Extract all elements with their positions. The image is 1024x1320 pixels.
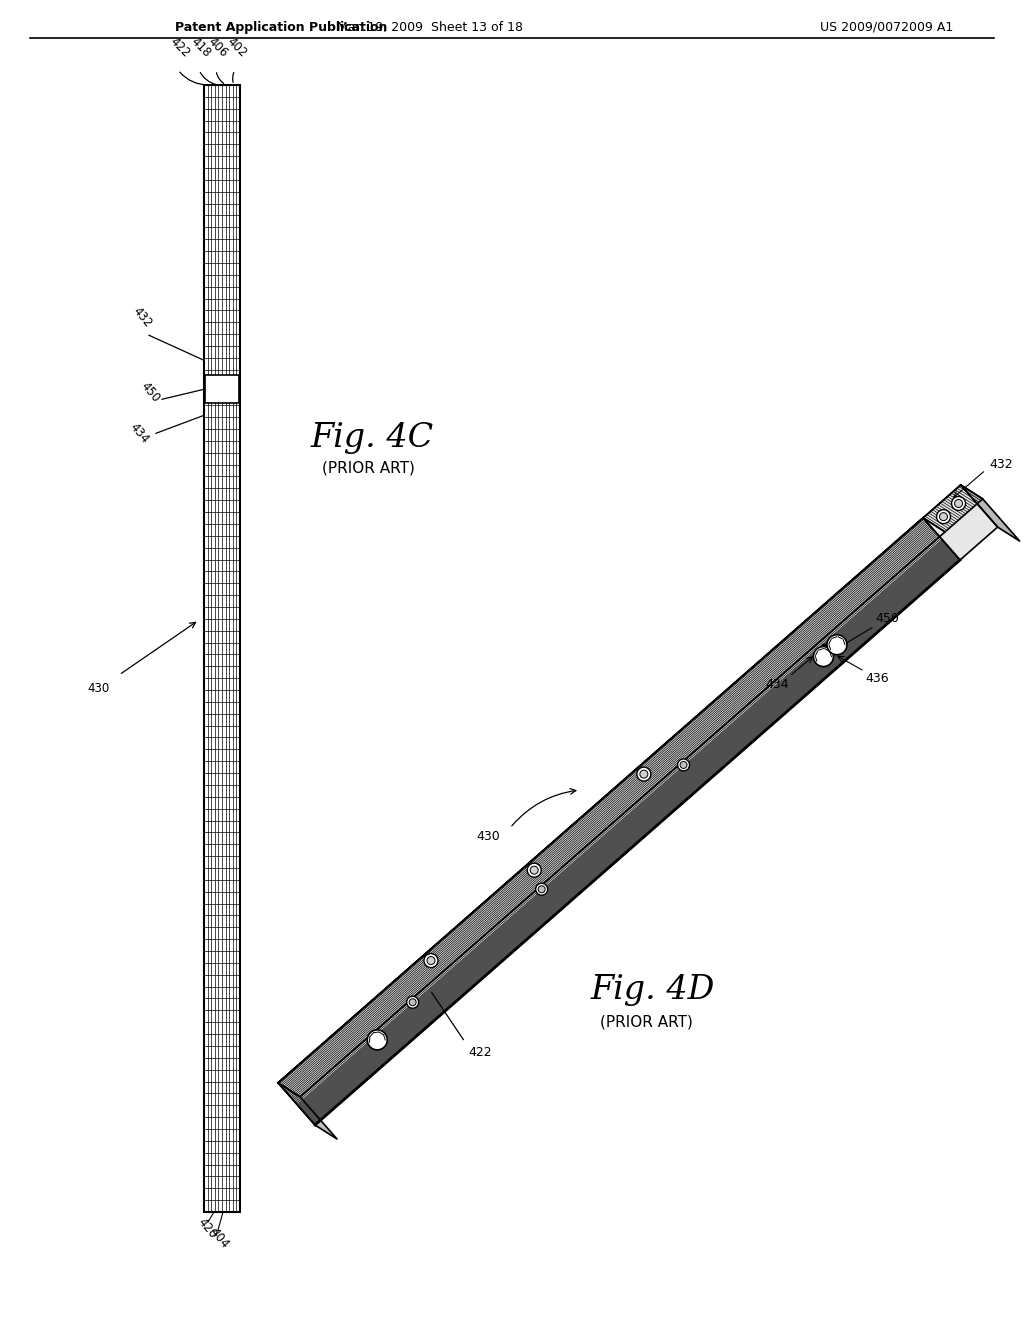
Circle shape [637, 767, 651, 781]
Text: Fig. 4C: Fig. 4C [310, 422, 433, 454]
Text: 404: 404 [207, 1225, 231, 1251]
Circle shape [939, 512, 947, 520]
Text: 450: 450 [137, 380, 162, 405]
Polygon shape [298, 540, 959, 1123]
Circle shape [954, 499, 963, 507]
Circle shape [368, 1030, 387, 1049]
Circle shape [640, 770, 648, 777]
Text: 432: 432 [989, 458, 1013, 471]
Text: 420: 420 [195, 1216, 219, 1241]
Text: 450: 450 [876, 611, 899, 624]
Text: 422: 422 [167, 34, 193, 59]
Polygon shape [279, 517, 945, 1097]
Text: 436: 436 [865, 672, 889, 685]
Text: 430: 430 [476, 829, 500, 842]
Text: Fig. 4D: Fig. 4D [590, 974, 715, 1006]
Bar [204, 84, 240, 1212]
Circle shape [813, 647, 834, 667]
Circle shape [827, 635, 847, 655]
Text: 434: 434 [127, 420, 151, 446]
Text: 406: 406 [205, 34, 230, 59]
Text: (PRIOR ART): (PRIOR ART) [322, 461, 415, 475]
Circle shape [937, 510, 950, 524]
Text: 402: 402 [224, 34, 249, 59]
Circle shape [680, 762, 687, 768]
Circle shape [539, 886, 545, 892]
Text: 418: 418 [188, 34, 213, 59]
Text: 434: 434 [766, 677, 790, 690]
Circle shape [678, 759, 689, 771]
Circle shape [951, 496, 966, 511]
Text: Patent Application Publication: Patent Application Publication [175, 21, 387, 33]
Text: US 2009/0072009 A1: US 2009/0072009 A1 [820, 21, 953, 33]
Text: Mar. 19, 2009  Sheet 13 of 18: Mar. 19, 2009 Sheet 13 of 18 [337, 21, 523, 33]
Circle shape [536, 883, 548, 895]
Polygon shape [279, 1082, 337, 1139]
Polygon shape [923, 484, 997, 560]
Text: 432: 432 [130, 305, 154, 330]
Circle shape [530, 866, 539, 874]
Text: 422: 422 [468, 1045, 492, 1059]
Circle shape [527, 863, 542, 878]
Text: 430: 430 [88, 681, 111, 694]
Circle shape [427, 957, 435, 965]
Bar [205, 375, 239, 404]
Circle shape [424, 953, 438, 968]
Polygon shape [961, 484, 1020, 541]
Polygon shape [279, 517, 961, 1125]
Circle shape [410, 999, 416, 1006]
Circle shape [407, 997, 419, 1008]
Polygon shape [923, 484, 983, 532]
Text: (PRIOR ART): (PRIOR ART) [600, 1015, 693, 1030]
